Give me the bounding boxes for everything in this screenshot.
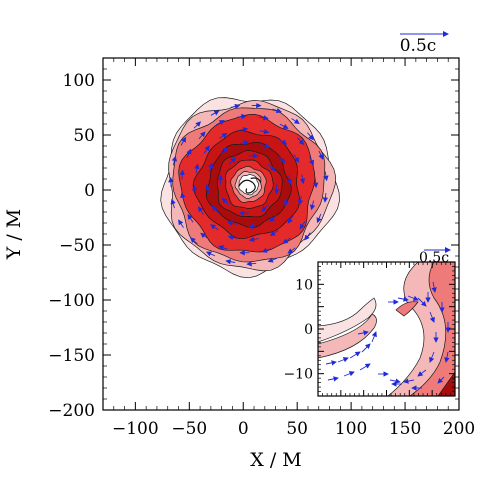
y-tick-label: −150 [48,346,95,366]
x-tick-label: 200 [443,419,475,439]
x-tick-label: 0 [238,419,249,439]
x-tick-label: −100 [112,419,159,439]
x-axis-label: X / M [250,449,301,471]
x-tick-label: 50 [286,419,308,439]
y-tick-label: 50 [73,126,95,146]
inset-y-tick-label: −10 [283,367,313,383]
y-tick-label: −200 [48,401,95,421]
inset-velocity-scale-label: 0.5c [419,250,449,266]
velocity-scale-inset: 0.5c [419,250,450,266]
disk-contours [161,98,340,278]
inset-y-tick-label: 0 [304,322,313,338]
inset-y-tick-labels: −10 0 10 [283,277,313,382]
y-tick-labels: −200 −150 −100 −50 0 50 100 [48,71,95,421]
y-tick-label: −50 [59,236,95,256]
x-tick-label: −50 [171,419,207,439]
y-tick-label: 0 [84,181,95,201]
velocity-scale-label: 0.5c [400,36,437,56]
y-axis-label: Y / M [3,209,25,260]
y-tick-label: 100 [63,71,95,91]
y-tick-label: −100 [48,291,95,311]
x-tick-labels: −100 −50 0 50 100 150 200 [112,419,475,439]
x-tick-label: 100 [335,419,367,439]
velocity-scale-main: 0.5c [400,34,448,56]
inset-y-tick-label: 10 [295,277,313,293]
inset-plot: −10 0 10 0.5c [283,250,455,396]
x-tick-label: 150 [389,419,421,439]
